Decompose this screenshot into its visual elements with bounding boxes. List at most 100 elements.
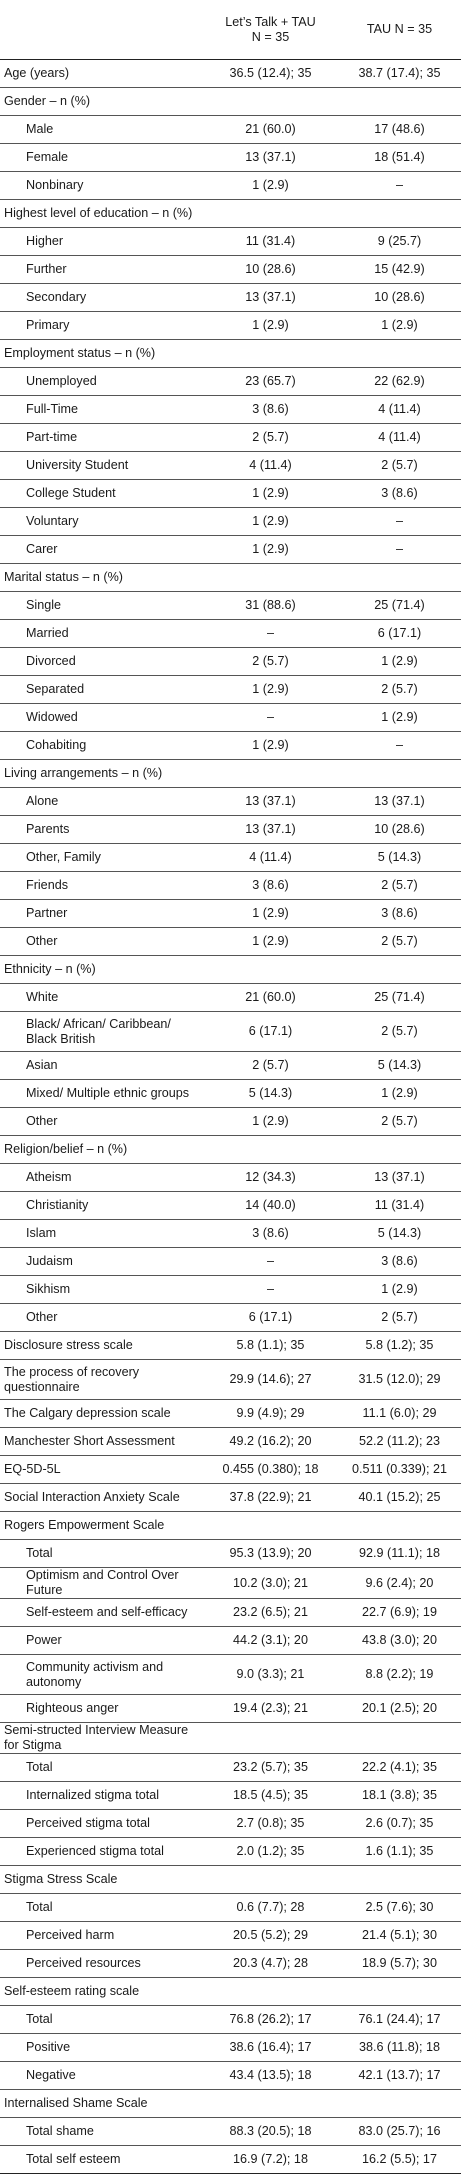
group1-value: 20.5 (5.2); 29 bbox=[203, 1921, 338, 1950]
group2-value: 6 (17.1) bbox=[338, 619, 461, 648]
row-label: Employment status – n (%) bbox=[0, 339, 203, 368]
row-label: Voluntary bbox=[0, 507, 203, 536]
group2-value: 1 (2.9) bbox=[338, 1079, 461, 1108]
group2-value bbox=[338, 759, 461, 788]
table-row: Total 23.2 (5.7); 35 22.2 (4.1); 35 bbox=[0, 1753, 461, 1782]
group1-value: 2.0 (1.2); 35 bbox=[203, 1837, 338, 1866]
row-label: Age (years) bbox=[0, 59, 203, 88]
row-label: White bbox=[0, 983, 203, 1012]
table-row: Rogers Empowerment Scale bbox=[0, 1511, 461, 1540]
group1-value: 20.3 (4.7); 28 bbox=[203, 1949, 338, 1978]
table-row: Negative 43.4 (13.5); 18 42.1 (13.7); 17 bbox=[0, 2061, 461, 2090]
group2-value: 38.6 (11.8); 18 bbox=[338, 2033, 461, 2062]
table-row: Full-Time 3 (8.6) 4 (11.4) bbox=[0, 395, 461, 424]
table-row: Parents 13 (37.1) 10 (28.6) bbox=[0, 815, 461, 844]
group1-value: 1 (2.9) bbox=[203, 675, 338, 704]
table-row: Secondary 13 (37.1) 10 (28.6) bbox=[0, 283, 461, 312]
row-label: Part-time bbox=[0, 423, 203, 452]
row-label: Partner bbox=[0, 899, 203, 928]
table-row: Total self esteem 16.9 (7.2); 18 16.2 (5.5… bbox=[0, 2145, 461, 2174]
group2-value: 9 (25.7) bbox=[338, 227, 461, 256]
row-label: Self-esteem and self-efficacy bbox=[0, 1598, 203, 1627]
group2-value: 1 (2.9) bbox=[338, 647, 461, 676]
group2-value: 18.9 (5.7); 30 bbox=[338, 1949, 461, 1978]
group1-value: 21 (60.0) bbox=[203, 115, 338, 144]
group2-value: 1 (2.9) bbox=[338, 1275, 461, 1304]
table-row: Other 1 (2.9) 2 (5.7) bbox=[0, 1107, 461, 1136]
table-row: Social Interaction Anxiety Scale 37.8 (22… bbox=[0, 1483, 461, 1512]
group1-value: 14 (40.0) bbox=[203, 1191, 338, 1220]
group1-value: 43.4 (13.5); 18 bbox=[203, 2061, 338, 2090]
row-label: Gender – n (%) bbox=[0, 87, 203, 116]
group1-value bbox=[203, 1977, 338, 2006]
row-label: Semi-structed Interview Measure for Stig… bbox=[0, 1722, 203, 1754]
table-row: EQ-5D-5L 0.455 (0.380); 18 0.511 (0.339); … bbox=[0, 1455, 461, 1484]
group2-value: 0.511 (0.339); 21 bbox=[338, 1455, 461, 1484]
group2-value: 18.1 (3.8); 35 bbox=[338, 1781, 461, 1810]
group2-value: 11.1 (6.0); 29 bbox=[338, 1399, 461, 1428]
group2-value: 16.2 (5.5); 17 bbox=[338, 2145, 461, 2174]
table-row: Further 10 (28.6) 15 (42.9) bbox=[0, 255, 461, 284]
group2-value: 15 (42.9) bbox=[338, 255, 461, 284]
row-label: Social Interaction Anxiety Scale bbox=[0, 1483, 203, 1512]
row-label: Married bbox=[0, 619, 203, 648]
row-label: Nonbinary bbox=[0, 171, 203, 200]
group2-value: 3 (8.6) bbox=[338, 1247, 461, 1276]
group1-value: 4 (11.4) bbox=[203, 451, 338, 480]
table-row: Widowed –1 (2.9) bbox=[0, 703, 461, 732]
table-row: University Student 4 (11.4) 2 (5.7) bbox=[0, 451, 461, 480]
row-label: Carer bbox=[0, 535, 203, 564]
group2-value: 2 (5.7) bbox=[338, 1011, 461, 1052]
group1-value: 9.0 (3.3); 21 bbox=[203, 1654, 338, 1695]
row-label: Optimism and Control Over Future bbox=[0, 1567, 203, 1599]
group1-value: 18.5 (4.5); 35 bbox=[203, 1781, 338, 1810]
table-row: Female 13 (37.1) 18 (51.4) bbox=[0, 143, 461, 172]
group1-value: 23.2 (5.7); 35 bbox=[203, 1753, 338, 1782]
table-row: The process of recovery questionnaire 29.… bbox=[0, 1359, 461, 1400]
group1-value: 49.2 (16.2); 20 bbox=[203, 1427, 338, 1456]
group1-value: 13 (37.1) bbox=[203, 283, 338, 312]
group2-value: 13 (37.1) bbox=[338, 787, 461, 816]
group1-value: 1 (2.9) bbox=[203, 507, 338, 536]
table-row: Mixed/ Multiple ethnic groups 5 (14.3) 1 (… bbox=[0, 1079, 461, 1108]
group2-value bbox=[338, 87, 461, 116]
table-row: Male 21 (60.0) 17 (48.6) bbox=[0, 115, 461, 144]
group1-value bbox=[203, 1865, 338, 1894]
table-row: College Student 1 (2.9) 3 (8.6) bbox=[0, 479, 461, 508]
group2-value bbox=[338, 339, 461, 368]
group2-value: 76.1 (24.4); 17 bbox=[338, 2005, 461, 2034]
group1-value: 16.9 (7.2); 18 bbox=[203, 2145, 338, 2174]
row-label: Community activism and autonomy bbox=[0, 1654, 203, 1695]
group2-value: 10 (28.6) bbox=[338, 815, 461, 844]
group2-value bbox=[338, 1511, 461, 1540]
row-label: Positive bbox=[0, 2033, 203, 2062]
row-label: Living arrangements – n (%) bbox=[0, 759, 203, 788]
group2-value: 22.2 (4.1); 35 bbox=[338, 1753, 461, 1782]
table-row: Self-esteem and self-efficacy 23.2 (6.5);… bbox=[0, 1598, 461, 1627]
group2-value bbox=[338, 199, 461, 228]
row-label: Experienced stigma total bbox=[0, 1837, 203, 1866]
row-label: Negative bbox=[0, 2061, 203, 2090]
group1-value: 1 (2.9) bbox=[203, 927, 338, 956]
group2-value: 21.4 (5.1); 30 bbox=[338, 1921, 461, 1950]
row-label: Power bbox=[0, 1626, 203, 1655]
table-row: Highest level of education – n (%) bbox=[0, 199, 461, 228]
row-label: Unemployed bbox=[0, 367, 203, 396]
group2-value: 11 (31.4) bbox=[338, 1191, 461, 1220]
row-label: Highest level of education – n (%) bbox=[0, 199, 203, 228]
table-row: Experienced stigma total 2.0 (1.2); 35 1.6… bbox=[0, 1837, 461, 1866]
group2-value: 5 (14.3) bbox=[338, 843, 461, 872]
group1-value: 1 (2.9) bbox=[203, 899, 338, 928]
group1-value: 44.2 (3.1); 20 bbox=[203, 1626, 338, 1655]
group1-value: 76.8 (26.2); 17 bbox=[203, 2005, 338, 2034]
table-row: Voluntary 1 (2.9) – bbox=[0, 507, 461, 536]
table-row: Marital status – n (%) bbox=[0, 563, 461, 592]
group2-value: 2.5 (7.6); 30 bbox=[338, 1893, 461, 1922]
group1-value: – bbox=[203, 1275, 338, 1304]
row-label: Single bbox=[0, 591, 203, 620]
table-row: Ethnicity – n (%) bbox=[0, 955, 461, 984]
row-label: Male bbox=[0, 115, 203, 144]
group2-value bbox=[338, 2089, 461, 2118]
group1-value: – bbox=[203, 703, 338, 732]
